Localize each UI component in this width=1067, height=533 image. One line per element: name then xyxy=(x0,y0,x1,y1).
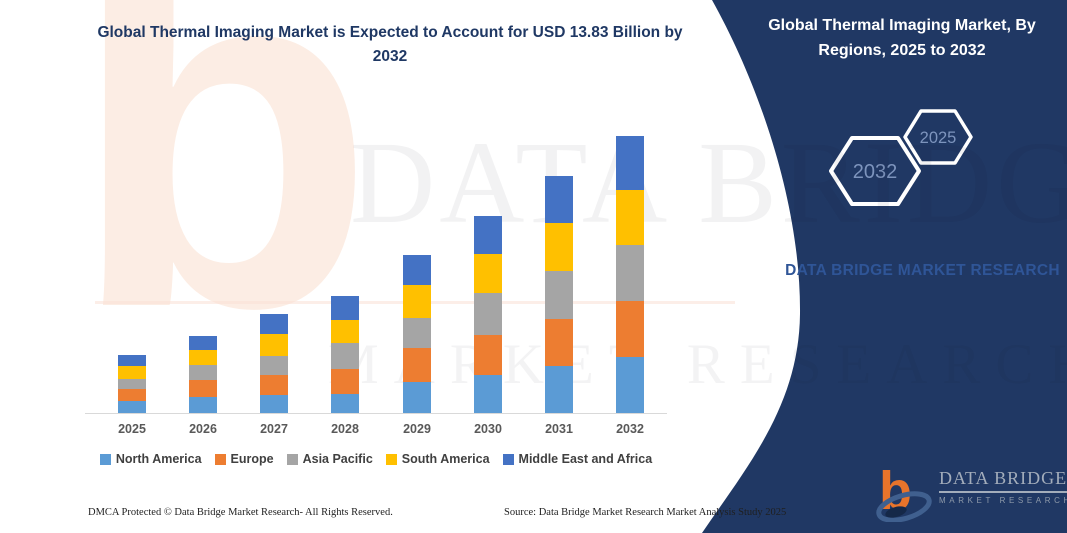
bar-segment xyxy=(260,375,288,395)
dbmr-caption: DATA BRIDGE MARKET RESEARCH xyxy=(785,262,1060,279)
bar-segment xyxy=(616,357,644,413)
bar-2030 xyxy=(474,216,502,413)
x-tick-label: 2028 xyxy=(331,422,359,436)
dbmr-logo-text: DATA BRIDGE MARKET RESEARCH xyxy=(939,468,1067,505)
x-tick-label: 2029 xyxy=(403,422,431,436)
legend-item: Middle East and Africa xyxy=(502,452,653,466)
legend-item: Asia Pacific xyxy=(286,452,373,466)
bar-segment xyxy=(403,285,431,318)
panel-background xyxy=(702,0,1067,533)
bar-segment xyxy=(260,356,288,375)
bar-segment xyxy=(474,216,502,254)
x-axis-labels: 2025 2026 2027 2028 2029 2030 2031 2032 xyxy=(85,422,667,440)
legend-label: Asia Pacific xyxy=(302,452,373,466)
panel-title: Global Thermal Imaging Market, By Region… xyxy=(768,17,1036,59)
dbmr-logo-b-icon: b xyxy=(876,462,932,522)
bar-2027 xyxy=(260,314,288,413)
legend-swatch-icon xyxy=(286,453,298,465)
bar-2031 xyxy=(545,176,573,413)
bar-segment xyxy=(331,343,359,369)
bar-segment xyxy=(474,254,502,293)
legend-swatch-icon xyxy=(502,453,514,465)
legend-item: North America xyxy=(99,452,202,466)
bar-segment xyxy=(331,394,359,413)
bar-segment xyxy=(331,369,359,394)
legend-label: Middle East and Africa xyxy=(518,452,653,466)
x-tick-label: 2026 xyxy=(189,422,217,436)
bar-segment xyxy=(118,379,146,389)
bar-segment xyxy=(474,293,502,335)
bar-segment xyxy=(474,335,502,375)
bar-segment xyxy=(260,334,288,356)
bar-2025 xyxy=(118,355,146,413)
bar-segment xyxy=(118,401,146,413)
bar-2029 xyxy=(403,255,431,413)
x-axis-line xyxy=(85,413,667,414)
bar-2028 xyxy=(331,296,359,413)
legend-swatch-icon xyxy=(99,453,111,465)
x-tick-label: 2030 xyxy=(474,422,502,436)
bar-segment xyxy=(403,318,431,348)
dmca-footer-text: DMCA Protected © Data Bridge Market Rese… xyxy=(88,507,393,518)
x-tick-label: 2025 xyxy=(118,422,146,436)
logo-swoosh-icon xyxy=(876,491,932,522)
bar-segment xyxy=(616,245,644,301)
hexagon-2025-icon xyxy=(903,109,973,165)
hexagon-2032-icon xyxy=(829,136,921,206)
chart-title: Global Thermal Imaging Market is Expecte… xyxy=(97,24,683,65)
bar-segment xyxy=(403,255,431,285)
dbmr-watermark-line2: MARKET RESEARCH xyxy=(328,333,1067,396)
dbmr-logo: b DATA BRIDGE MARKET RESEARCH xyxy=(876,462,1067,522)
dbmr-b-watermark-icon: b xyxy=(70,0,376,411)
bar-segment xyxy=(403,382,431,413)
legend-label: Europe xyxy=(230,452,274,466)
bar-segment xyxy=(189,365,217,380)
x-tick-label: 2027 xyxy=(260,422,288,436)
bar-2032 xyxy=(616,136,644,413)
bar-segment xyxy=(189,397,217,413)
legend-label: South America xyxy=(401,452,490,466)
bar-2026 xyxy=(189,336,217,413)
bar-segment xyxy=(616,190,644,245)
bar-segment xyxy=(331,296,359,320)
logo-swoosh-dark-icon xyxy=(885,506,907,518)
bar-segment xyxy=(545,319,573,366)
bar-segment xyxy=(189,380,217,397)
legend-label: North America xyxy=(115,452,202,466)
bar-segment xyxy=(260,395,288,413)
hexagon-2032-label: 2032 xyxy=(853,161,898,183)
bar-segment xyxy=(118,355,146,366)
bar-segment xyxy=(474,375,502,413)
bar-segment xyxy=(545,176,573,223)
dbmr-logo-subname: MARKET RESEARCH xyxy=(939,496,1067,505)
source-footer-text: Source: Data Bridge Market Research Mark… xyxy=(504,507,787,518)
legend-item: South America xyxy=(385,452,490,466)
x-tick-label: 2031 xyxy=(545,422,573,436)
bar-segment xyxy=(189,350,217,365)
dbmr-watermark-line1: DATA BRIDGE xyxy=(350,117,1067,248)
bar-segment xyxy=(616,136,644,190)
bar-segment xyxy=(545,223,573,271)
bar-segment xyxy=(118,389,146,401)
chart-legend: North America Europe Asia Pacific South Ame… xyxy=(85,452,667,466)
bar-segment xyxy=(331,320,359,343)
legend-swatch-icon xyxy=(385,453,397,465)
legend-swatch-icon xyxy=(214,453,226,465)
legend-item: Europe xyxy=(214,452,274,466)
bar-segment xyxy=(545,366,573,413)
bar-segment xyxy=(189,336,217,350)
dbmr-logo-name: DATA BRIDGE xyxy=(939,468,1067,493)
bar-segment xyxy=(260,314,288,334)
stacked-bar-chart xyxy=(85,0,667,413)
bar-segment xyxy=(616,301,644,357)
bar-segment xyxy=(118,366,146,379)
hexagon-2025-label: 2025 xyxy=(920,129,957,147)
x-tick-label: 2032 xyxy=(616,422,644,436)
bar-segment xyxy=(403,348,431,382)
bar-segment xyxy=(545,271,573,319)
